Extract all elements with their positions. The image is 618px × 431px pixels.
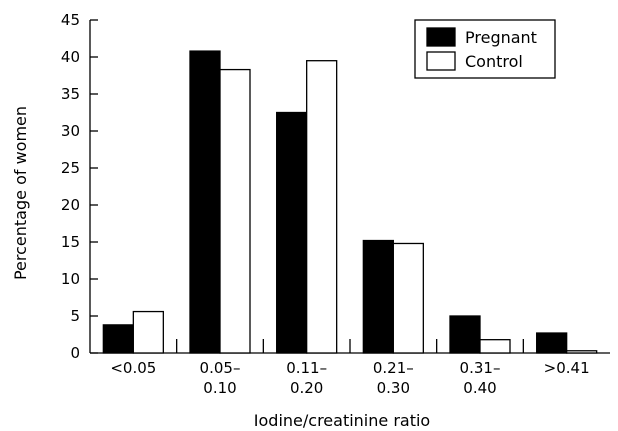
bar-control-4 [479, 339, 511, 354]
y-tick-label: 30 [61, 122, 80, 140]
y-tick-label: 15 [61, 233, 80, 251]
bar-pregnant-1 [189, 50, 221, 354]
x-tick-label: 0.11– [286, 359, 327, 377]
x-tick-label-line2: 0.40 [463, 379, 496, 397]
y-tick-label: 0 [70, 344, 80, 362]
bar-control-0 [132, 310, 164, 354]
axes [89, 19, 610, 354]
bar-pregnant-3 [362, 239, 394, 354]
bar-control-1 [219, 68, 251, 354]
legend-label-control: Control [465, 52, 523, 71]
legend-swatch-control [426, 51, 456, 71]
bar-pregnant-5 [536, 332, 568, 354]
x-tick-label: <0.05 [110, 359, 156, 377]
x-tick-label-line2: 0.20 [290, 379, 323, 397]
bars [102, 50, 598, 354]
y-tick-label: 35 [61, 85, 80, 103]
x-tick-label-line2: 0.30 [377, 379, 410, 397]
y-tick-label: 10 [61, 270, 80, 288]
y-tick-label: 45 [61, 11, 80, 29]
x-tick-label: 0.21– [373, 359, 414, 377]
legend-swatch-pregnant [426, 27, 456, 47]
y-tick-label: 5 [70, 307, 80, 325]
y-tick-label: 20 [61, 196, 80, 214]
x-tick-label: 0.05– [200, 359, 241, 377]
tick-labels: 0 5 10 15 20 25 30 35 40 45 <0.05 0.05– 0.10 0.11– 0.2… [61, 11, 590, 397]
bar-control-2 [306, 60, 338, 354]
bar-control-5 [566, 350, 598, 354]
y-axis-title: Percentage of women [11, 106, 30, 280]
bar-pregnant-4 [449, 315, 481, 354]
legend-label-pregnant: Pregnant [465, 28, 537, 47]
y-tick-label: 40 [61, 48, 80, 66]
y-tick-label: 25 [61, 159, 80, 177]
x-tick-label: >0.41 [544, 359, 590, 377]
x-tick-label: 0.31– [460, 359, 501, 377]
x-axis-title: Iodine/creatinine ratio [254, 411, 430, 430]
x-tick-label-line2: 0.10 [203, 379, 236, 397]
bar-pregnant-0 [102, 324, 134, 354]
bar-control-3 [392, 242, 424, 354]
legend: Pregnant Control [414, 19, 556, 79]
bar-pregnant-2 [276, 111, 308, 354]
